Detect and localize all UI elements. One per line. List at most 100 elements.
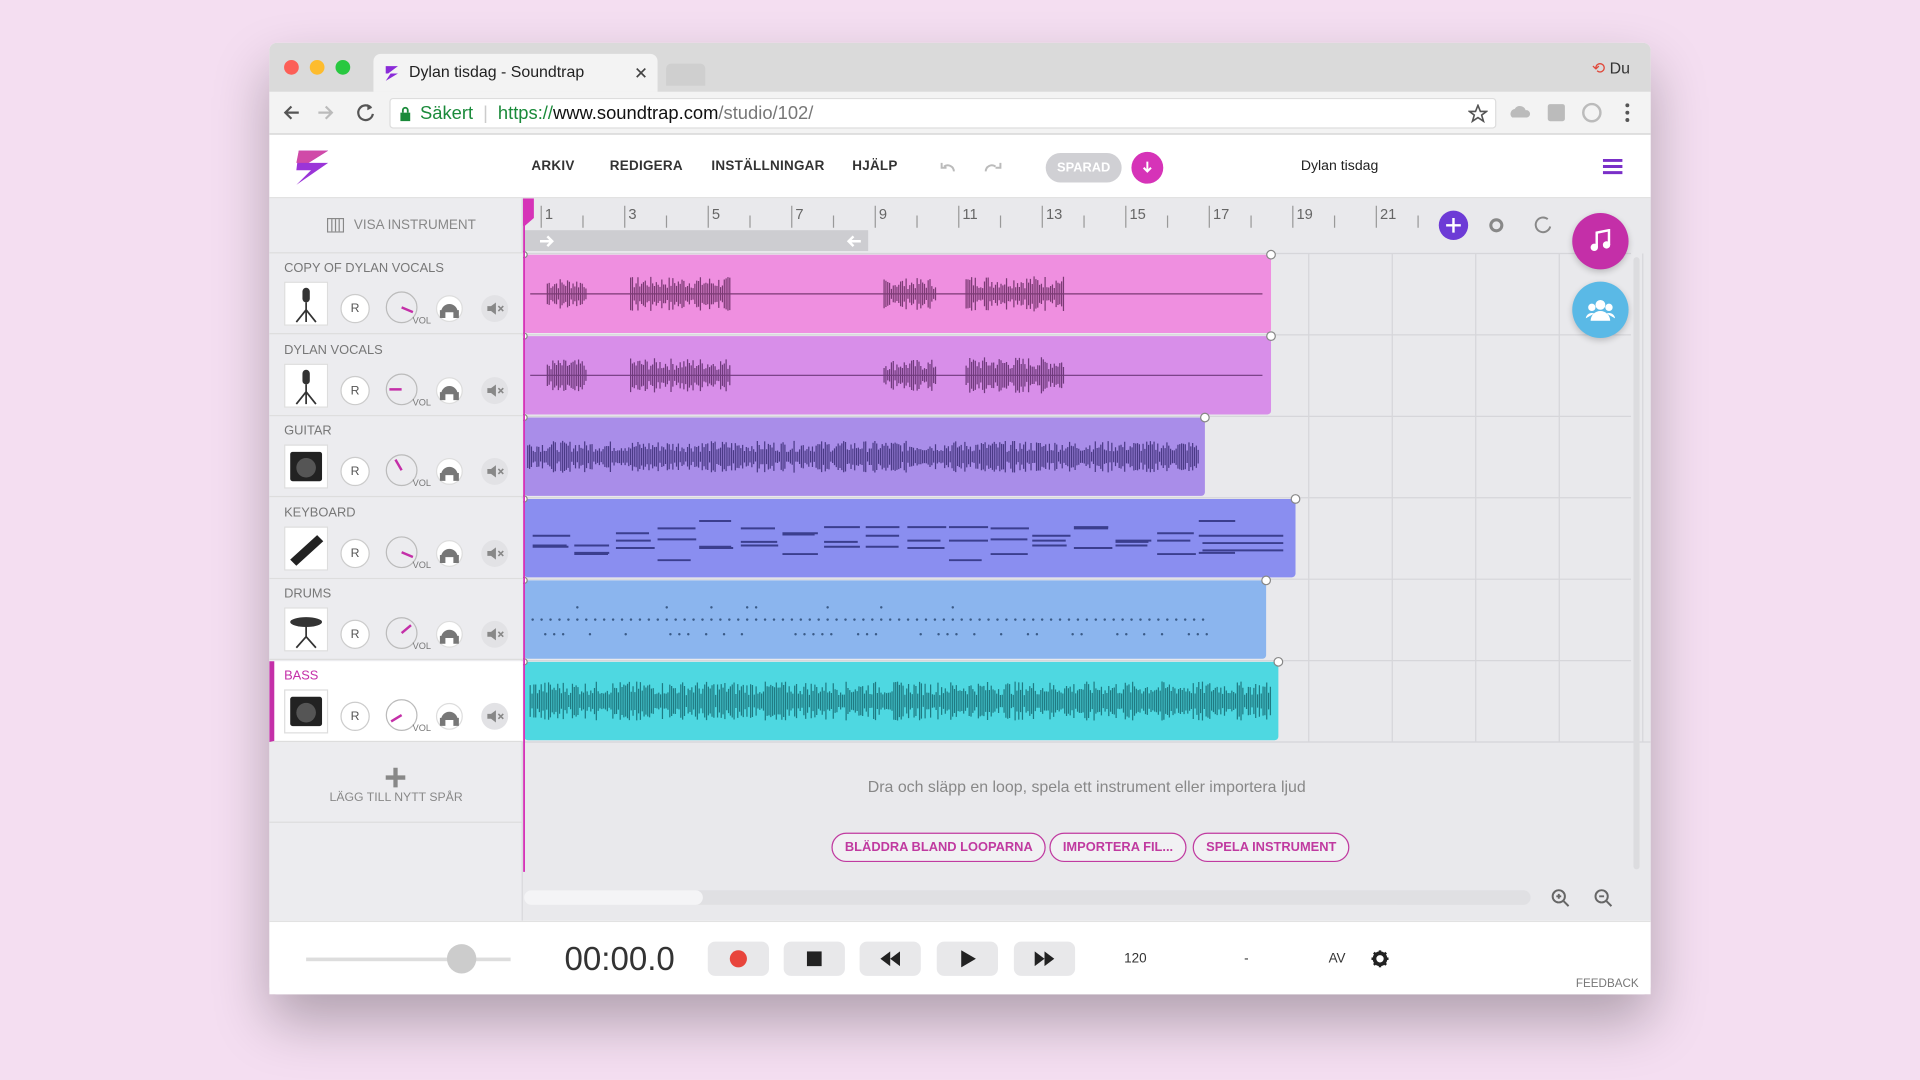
tab-favicon [385,66,398,81]
volume-knob[interactable] [385,535,418,568]
show-instruments[interactable]: VISA INSTRUMENT [269,198,523,254]
action-button[interactable]: BLÄDDRA BLAND LOOPARNA [831,832,1047,863]
track-header[interactable]: COPY OF DYLAN VOCALS R VOL [269,253,523,335]
menu-item[interactable]: HJÄLP [852,159,898,174]
drum-hit [951,606,955,609]
drum-stand [295,626,317,649]
headphone [439,385,459,400]
zoom-controls[interactable] [1550,888,1623,910]
profile[interactable]: ⟲ Du [1591,58,1630,78]
mute-button[interactable] [481,620,509,648]
volume-label: VOL [412,721,432,733]
tempo[interactable]: 120 [1124,951,1147,967]
instrument-icon[interactable] [284,281,329,326]
feedback-link[interactable]: FEEDBACK [1575,977,1639,991]
volume-knob[interactable] [385,372,418,405]
download-button[interactable] [1131,151,1164,184]
plus-icon [385,767,406,788]
save-status[interactable]: SPARAD [1045,153,1122,183]
hamburger-menu[interactable] [1602,158,1623,175]
volume-label: VOL [412,558,432,571]
record-arm[interactable]: R [340,619,370,649]
track-name: BASS [284,667,319,683]
record-arm[interactable]: R [340,701,370,731]
volume-knob[interactable] [385,454,418,487]
add-track[interactable]: LÄGG TILL NYTT SPÅR [269,742,523,823]
solo-button[interactable] [435,376,463,404]
mute-button[interactable] [481,457,509,485]
bar-number: 3 [628,207,636,223]
collaborate-button[interactable] [1572,281,1629,338]
record-arm[interactable]: R [340,375,370,405]
key[interactable]: - [1244,951,1249,967]
menu-item[interactable]: REDIGERA [609,159,683,174]
instrument-glyph [290,617,323,649]
mute-button[interactable] [481,376,509,404]
instrument-icon[interactable] [284,444,329,489]
drum-hit [1026,633,1030,636]
record-arm[interactable]: R [340,293,370,324]
volume-knob[interactable] [446,944,477,974]
mute-x [497,712,504,719]
solo-button[interactable] [435,702,463,730]
drum-hit [1192,618,1196,621]
record-arm[interactable]: R [340,538,370,568]
project-name[interactable]: Dylan tisdag [1300,159,1379,174]
track-header[interactable]: BASS R VOL [269,660,523,742]
forward-button[interactable] [1013,941,1076,976]
metronome[interactable]: AV [1328,951,1346,967]
new-tab[interactable] [666,63,706,86]
stop-button[interactable] [783,941,845,976]
drum-hit [880,606,883,609]
headphone [439,629,459,644]
instrument-icon[interactable] [284,525,329,571]
volume-knob[interactable] [385,698,418,731]
soundtrap-logo[interactable] [294,148,331,187]
browser-tab[interactable]: Dylan tisdag - Soundtrap [373,53,658,92]
solo-button[interactable] [435,620,463,648]
clip [522,249,1276,334]
extensions[interactable] [1509,102,1644,124]
volume-knob[interactable] [385,291,418,324]
settings-icon[interactable] [1371,950,1389,968]
loops-button[interactable] [1572,213,1629,270]
solo-button[interactable] [435,295,463,323]
bookmark-star[interactable] [1468,104,1488,124]
action-button[interactable]: SPELA INSTRUMENT [1192,832,1350,863]
track-header[interactable]: DYLAN VOCALS R VOL [269,334,523,416]
volume-knob[interactable] [385,617,418,649]
instrument-icon[interactable] [284,363,329,408]
scroll-thumb[interactable] [524,890,703,905]
headphone [439,711,459,726]
master-volume[interactable] [306,944,511,974]
close-button[interactable] [284,60,299,75]
rewind-button[interactable] [859,941,921,976]
track-header[interactable]: KEYBOARD R VOL [269,497,523,579]
drum-hit [880,618,883,621]
instrument-icon[interactable] [284,688,329,733]
tab-close[interactable] [636,67,647,78]
drum-hit [835,618,838,621]
speaker [487,302,496,315]
minimize-button[interactable] [309,60,325,75]
mute-button[interactable] [481,702,509,730]
menu-item[interactable]: ARKIV [531,159,575,174]
nav-buttons[interactable] [282,103,380,123]
solo-button[interactable] [435,539,463,567]
mute-button[interactable] [481,539,509,567]
track-header[interactable]: DRUMS R VOL [269,579,523,661]
instrument-icon[interactable] [284,607,329,652]
undo-redo[interactable] [939,159,1003,176]
record-arm[interactable]: R [340,456,370,487]
record-button[interactable] [707,941,769,976]
mute-button[interactable] [481,295,509,323]
track-header[interactable]: GUITAR R VOL [269,416,523,498]
zoom-button[interactable] [335,60,351,75]
solo-button[interactable] [435,457,463,485]
play-button[interactable] [936,941,998,976]
horizontal-scrollbar[interactable] [524,890,1531,905]
action-button[interactable]: IMPORTERA FIL... [1049,832,1187,863]
vertical-scrollbar[interactable] [1633,257,1640,870]
address-bar[interactable]: Säkert | https://www.soundtrap.com/studi… [389,97,1497,129]
menu-item[interactable]: INSTÄLLNINGAR [711,159,825,174]
